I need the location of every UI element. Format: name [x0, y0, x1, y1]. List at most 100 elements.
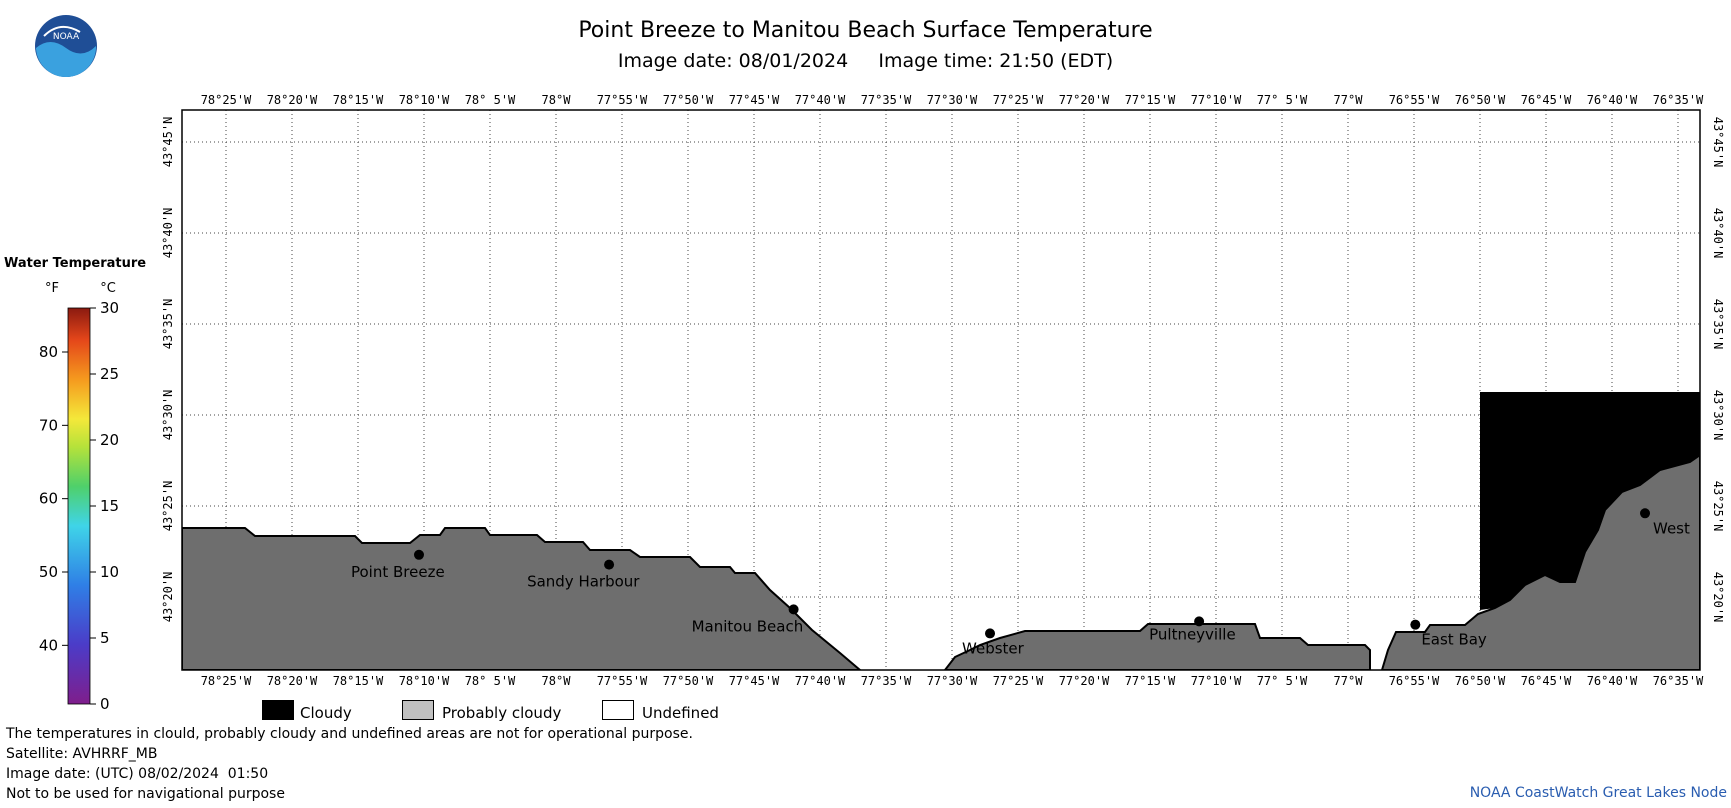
lat-label-right: 43°25'N: [1711, 481, 1725, 532]
map-frame: [181, 109, 1701, 671]
c-tick-label: 10: [100, 563, 119, 581]
latitude-labels-right: 43°45'N 43°40'N 43°35'N 43°30'N 43°25'N 43°20…: [1711, 117, 1725, 623]
lat-label-left: 43°20'N: [161, 572, 175, 623]
undefined-swatch: [602, 700, 634, 720]
lon-label-bottom: 77°35'W: [861, 674, 912, 688]
lon-label-bottom: 76°50'W: [1455, 674, 1506, 688]
lat-label-left: 43°30'N: [161, 390, 175, 441]
lat-label-left: 43°25'N: [161, 481, 175, 532]
c-tick-label: 5: [100, 629, 110, 647]
legend-undefined: Undefined: [642, 704, 719, 722]
lon-label-bottom: 77°10'W: [1191, 674, 1242, 688]
lon-label-top: 77°50'W: [663, 93, 714, 107]
c-tick-label: 30: [100, 299, 119, 317]
place-markers: Point Breeze Sandy Harbour Manitou Beach We…: [351, 508, 1690, 657]
lon-label-bottom: 78° 5'W: [465, 674, 516, 688]
lon-label-top: 78° 5'W: [465, 93, 516, 107]
place-label: Sandy Harbour: [527, 573, 640, 591]
lon-label-bottom: 76°55'W: [1389, 674, 1440, 688]
place-dot: [1410, 619, 1421, 630]
lon-label-bottom: 78°20'W: [267, 674, 318, 688]
lon-label-bottom: 77°40'W: [795, 674, 846, 688]
longitude-labels-bottom: 78°25'W 78°20'W 78°15'W 78°10'W 78° 5'W 78°W 7…: [201, 674, 1704, 688]
land-east: [1380, 453, 1700, 670]
probably-cloudy-swatch: [402, 700, 434, 720]
navigation-warning: Not to be used for navigational purpose: [6, 786, 285, 802]
graticule: [182, 110, 1700, 670]
lon-label-top: 77°40'W: [795, 93, 846, 107]
c-tick-label: 20: [100, 431, 119, 449]
c-tick-label: 15: [100, 497, 119, 515]
lon-label-top: 78°15'W: [333, 93, 384, 107]
legend-cloudy: Cloudy: [300, 704, 352, 722]
lon-label-top: 76°45'W: [1521, 93, 1572, 107]
lat-label-right: 43°35'N: [1711, 299, 1725, 350]
lon-label-bottom: 77° 5'W: [1257, 674, 1308, 688]
place-label: East Bay: [1421, 631, 1487, 649]
lon-label-top: 76°35'W: [1653, 93, 1704, 107]
fahrenheit-ticks: 40 50 60 70 80: [39, 343, 68, 654]
lon-label-top: 77°10'W: [1191, 93, 1242, 107]
place-label: Point Breeze: [351, 563, 445, 581]
lon-label-top: 77°55'W: [597, 93, 648, 107]
lon-label-top: 78°20'W: [267, 93, 318, 107]
place-label: West: [1653, 519, 1690, 537]
lon-label-bottom: 78°W: [542, 674, 572, 688]
lon-label-bottom: 77°30'W: [927, 674, 978, 688]
place-label: Manitou Beach: [692, 617, 804, 635]
lon-label-bottom: 76°45'W: [1521, 674, 1572, 688]
noaa-logo-icon: NOAA: [35, 15, 97, 78]
f-tick-label: 80: [39, 343, 58, 361]
lon-label-top: 77°30'W: [927, 93, 978, 107]
lon-label-bottom: 76°35'W: [1653, 674, 1704, 688]
lon-label-top: 76°40'W: [1587, 93, 1638, 107]
utc-date-text: Image date: (UTC) 08/02/2024 01:50: [6, 766, 269, 782]
cloudy-swatch: [262, 700, 294, 720]
place-dot: [413, 549, 424, 560]
fahrenheit-unit: °F: [45, 281, 59, 296]
lat-label-right: 43°20'N: [1711, 572, 1725, 623]
lon-label-bottom: 78°10'W: [399, 674, 450, 688]
lat-label-left: 43°45'N: [161, 117, 175, 168]
lon-label-top: 77°25'W: [993, 93, 1044, 107]
lon-label-bottom: 77°15'W: [1125, 674, 1176, 688]
lon-label-bottom: 77°45'W: [729, 674, 780, 688]
lon-label-top: 77°20'W: [1059, 93, 1110, 107]
lon-label-top: 77°35'W: [861, 93, 912, 107]
lon-label-top: 78°W: [542, 93, 572, 107]
latitude-labels-left: 43°45'N 43°40'N 43°35'N 43°30'N 43°25'N 43°20…: [161, 117, 175, 623]
f-tick-label: 50: [39, 563, 58, 581]
lon-label-top: 78°10'W: [399, 93, 450, 107]
f-tick-label: 60: [39, 490, 58, 508]
lon-label-bottom: 77°55'W: [597, 674, 648, 688]
lat-label-left: 43°35'N: [161, 299, 175, 350]
f-tick-label: 40: [39, 636, 58, 654]
lon-label-top: 77°15'W: [1125, 93, 1176, 107]
lon-label-bottom: 78°15'W: [333, 674, 384, 688]
lon-label-top: 77°45'W: [729, 93, 780, 107]
lon-label-top: 78°25'W: [201, 93, 252, 107]
logo-text: NOAA: [53, 32, 80, 42]
lat-label-left: 43°40'N: [161, 208, 175, 259]
scale-title: Water Temperature: [4, 256, 147, 271]
longitude-labels-top: 78°25'W 78°20'W 78°15'W 78°10'W 78° 5'W 78°W 7…: [201, 93, 1704, 107]
image-datetime: Image date: 08/01/2024 Image time: 21:50…: [617, 50, 1114, 72]
temperature-colorbar: [67, 307, 91, 705]
place-label: Pultneyville: [1149, 625, 1236, 643]
lon-label-bottom: 76°40'W: [1587, 674, 1638, 688]
cloudy-region: [1480, 392, 1700, 610]
place-label: Webster: [962, 639, 1025, 657]
c-tick-label: 25: [100, 365, 119, 383]
legend-probably-cloudy: Probably cloudy: [442, 704, 562, 722]
lon-label-bottom: 77°20'W: [1059, 674, 1110, 688]
map-title: Point Breeze to Manitou Beach Surface Te…: [578, 18, 1153, 43]
lon-label-top: 77° 5'W: [1257, 93, 1308, 107]
lon-label-top: 76°55'W: [1389, 93, 1440, 107]
f-tick-label: 70: [39, 416, 58, 434]
lat-label-right: 43°40'N: [1711, 208, 1725, 259]
lon-label-bottom: 77°W: [1334, 674, 1364, 688]
place-dot: [985, 628, 996, 639]
lat-label-right: 43°45'N: [1711, 117, 1725, 168]
lon-label-top: 77°W: [1334, 93, 1364, 107]
